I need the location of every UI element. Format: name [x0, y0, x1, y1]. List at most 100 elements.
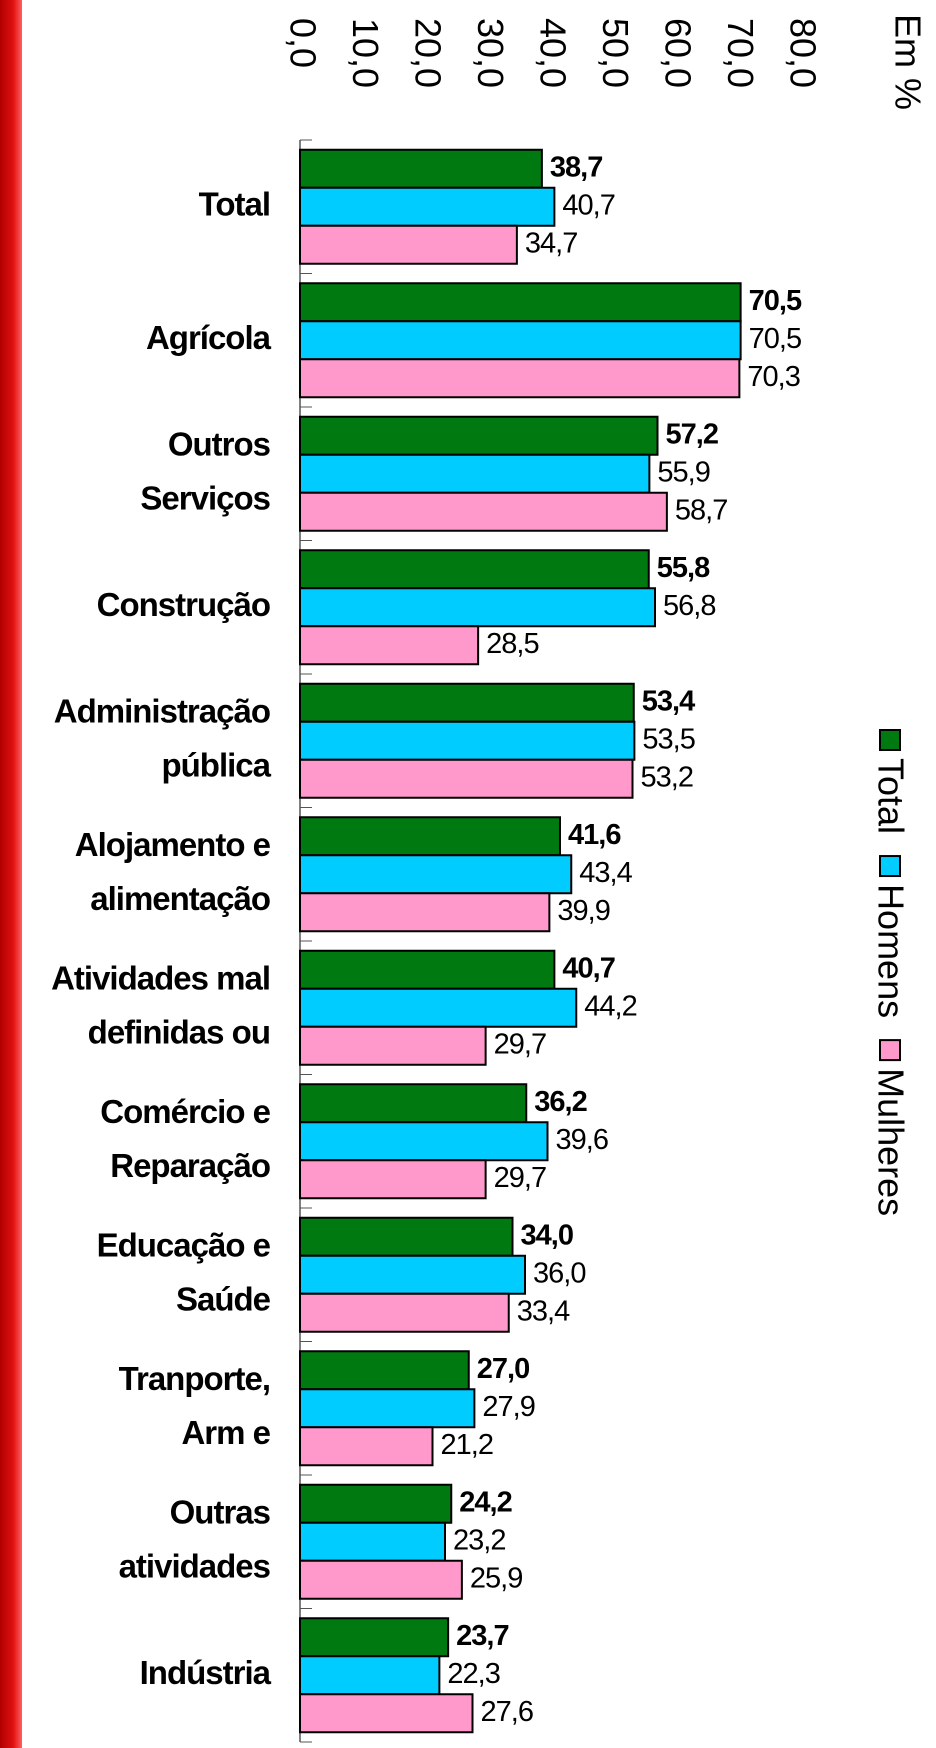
bar [299, 1693, 474, 1734]
value-label: 34,7 [525, 227, 577, 259]
legend-label: Homens [870, 884, 911, 1018]
category-label: pública [161, 746, 271, 783]
value-label: 25,9 [470, 1562, 522, 1594]
value-label: 28,5 [486, 628, 538, 660]
legend-label: Mulheres [870, 1068, 911, 1216]
bar [299, 682, 635, 723]
bar [299, 892, 551, 933]
bar [299, 1216, 514, 1257]
category-label: Atividades mal [51, 959, 270, 996]
value-label: 55,9 [657, 456, 709, 488]
bar [299, 1025, 487, 1066]
bar [299, 1121, 549, 1162]
value-label: 70,5 [749, 285, 802, 317]
value-label: 41,6 [568, 819, 621, 851]
value-label: 53,2 [641, 761, 693, 793]
bar [299, 854, 573, 895]
bar [299, 549, 650, 590]
x-tick-label: 60,0 [657, 18, 698, 88]
bar [299, 1083, 528, 1124]
value-label: 40,7 [562, 952, 614, 984]
bar [299, 1559, 463, 1600]
x-tick-label: 30,0 [470, 18, 511, 88]
category-label: Outros [168, 425, 270, 462]
x-tick-label: 20,0 [407, 18, 448, 88]
bar [299, 1159, 487, 1200]
bar [299, 320, 742, 361]
bar [299, 949, 556, 990]
x-tick-label: 80,0 [782, 18, 823, 88]
value-label: 38,7 [550, 151, 602, 183]
bar [299, 1350, 470, 1391]
legend: Total Homens Mulheres [870, 729, 911, 1216]
bar [299, 1388, 476, 1429]
bar [299, 415, 659, 456]
x-tick-label: 10,0 [345, 18, 386, 88]
bar [299, 1521, 446, 1562]
category-label: Administração [54, 692, 270, 729]
value-label: 43,4 [579, 857, 632, 889]
bar [299, 1254, 526, 1295]
value-label: 57,2 [666, 418, 718, 450]
bar [299, 720, 636, 761]
bar [299, 282, 742, 323]
bar [299, 1426, 434, 1467]
category-label: Comércio e [100, 1093, 270, 1130]
bar [299, 1617, 450, 1658]
legend-label: Total [870, 758, 911, 834]
value-label: 27,9 [482, 1391, 534, 1423]
value-label: 53,5 [642, 723, 694, 755]
unit-label: Em % [887, 14, 928, 110]
value-label: 53,4 [642, 685, 695, 717]
bar [299, 625, 480, 666]
value-label: 23,2 [453, 1524, 505, 1556]
value-label: 70,5 [749, 323, 801, 355]
value-label: 34,0 [521, 1219, 573, 1251]
bar [299, 587, 656, 628]
value-label: 70,3 [747, 361, 799, 393]
bar [299, 148, 543, 189]
category-label: Outras [170, 1493, 270, 1530]
bar [299, 186, 556, 227]
value-label: 39,6 [556, 1124, 608, 1156]
value-label: 40,7 [562, 189, 614, 221]
x-tick-label: 40,0 [532, 18, 573, 88]
category-label: Reparação [110, 1147, 270, 1184]
category-label: Arm e [181, 1414, 270, 1451]
value-label: 36,0 [533, 1257, 585, 1289]
legend-swatch [879, 1039, 901, 1062]
value-label: 55,8 [657, 552, 710, 584]
x-tick-label: 70,0 [720, 18, 761, 88]
category-label: Agrícola [146, 319, 272, 356]
value-label: 29,7 [494, 1162, 546, 1194]
bar [299, 758, 634, 799]
legend-swatch [879, 855, 901, 878]
value-label: 24,2 [459, 1486, 511, 1518]
x-tick-label: 0,0 [282, 18, 323, 68]
value-label: 39,9 [557, 895, 609, 927]
value-label: 44,2 [584, 990, 636, 1022]
category-label: Tranporte, [119, 1360, 270, 1397]
bar [299, 1483, 453, 1524]
value-label: 22,3 [447, 1658, 499, 1690]
category-label: Saúde [176, 1280, 271, 1317]
category-label: Serviços [140, 479, 270, 516]
value-label: 27,6 [481, 1696, 533, 1728]
value-label: 33,4 [517, 1295, 570, 1327]
bar [299, 1655, 441, 1696]
bar [299, 816, 561, 857]
bar [299, 987, 578, 1028]
category-label: Indústria [140, 1654, 272, 1691]
category-label: Educação e [97, 1226, 271, 1263]
value-label: 23,7 [456, 1620, 508, 1652]
bar [299, 224, 518, 265]
category-label: Construção [97, 586, 270, 623]
value-label: 29,7 [494, 1028, 546, 1060]
category-label: Total [199, 185, 270, 222]
bar [299, 1292, 510, 1333]
bar [299, 358, 741, 399]
side-band [0, 0, 22, 1748]
category-label: definidas ou [88, 1013, 270, 1050]
value-label: 58,7 [675, 494, 727, 526]
